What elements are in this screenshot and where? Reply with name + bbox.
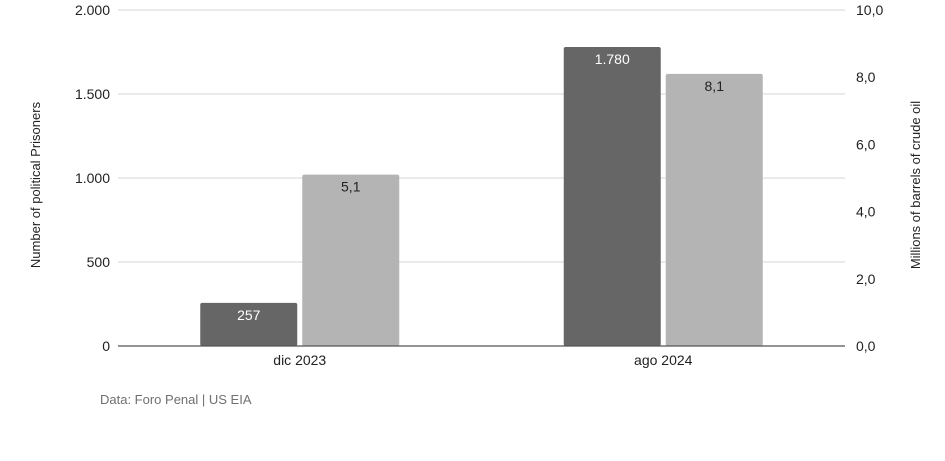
left-tick-label: 2.000 bbox=[75, 2, 110, 18]
left-axis-title: Number of political Prisoners bbox=[28, 101, 43, 268]
data-label: 1.780 bbox=[595, 51, 630, 67]
category-label: dic 2023 bbox=[273, 352, 326, 368]
data-labels: 257 5,1 1.780 8,1 bbox=[237, 51, 724, 323]
right-tick-label: 2,0 bbox=[856, 271, 876, 287]
bar bbox=[665, 73, 763, 346]
right-axis-title: Millions of barrels of crude oil bbox=[908, 101, 923, 269]
bar bbox=[563, 46, 661, 347]
right-tick-label: 4,0 bbox=[856, 204, 876, 220]
category-label: ago 2024 bbox=[634, 352, 693, 368]
axes: 0 500 1.000 1.500 2.000 0,0 2,0 4,0 6,0 8,0 10,0 di… bbox=[75, 2, 884, 368]
source-note: Data: Foro Penal | US EIA bbox=[100, 392, 252, 407]
right-tick-label: 10,0 bbox=[856, 2, 883, 18]
data-label: 5,1 bbox=[341, 179, 361, 195]
left-tick-label: 0 bbox=[102, 338, 110, 354]
bar bbox=[200, 302, 298, 346]
left-tick-label: 1.000 bbox=[75, 170, 110, 186]
left-tick-label: 1.500 bbox=[75, 86, 110, 102]
data-label: 257 bbox=[237, 307, 261, 323]
data-label: 8,1 bbox=[705, 78, 725, 94]
right-tick-label: 8,0 bbox=[856, 69, 876, 85]
right-tick-label: 0,0 bbox=[856, 338, 876, 354]
bar bbox=[302, 174, 400, 346]
right-tick-label: 6,0 bbox=[856, 136, 876, 152]
left-tick-label: 500 bbox=[87, 254, 111, 270]
bars bbox=[200, 46, 763, 347]
